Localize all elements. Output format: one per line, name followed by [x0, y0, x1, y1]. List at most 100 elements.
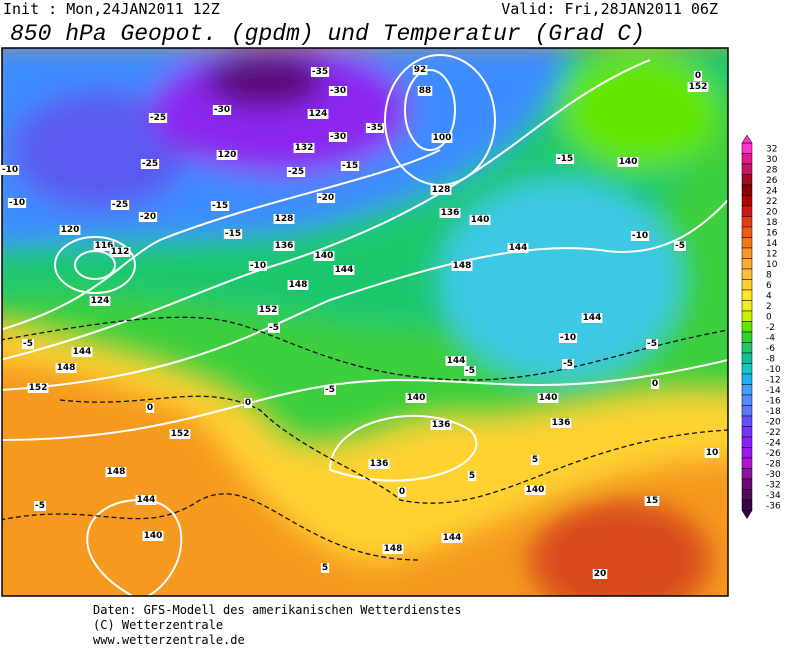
- contour-label-bg: [273, 241, 295, 251]
- contour-label: -25: [142, 159, 158, 169]
- colorbar-swatch: [741, 258, 753, 270]
- contour-label: -25: [112, 200, 128, 210]
- contour-label-bg: [550, 418, 572, 428]
- colorbar-label: 24: [766, 186, 778, 196]
- colorbar-swatch: [741, 247, 753, 259]
- contour-label: 148: [453, 261, 472, 271]
- contour-label: 120: [218, 150, 237, 160]
- contour-label: -25: [150, 113, 166, 123]
- colorbar-swatch: [741, 384, 753, 396]
- colorbar-label: -14: [766, 386, 781, 396]
- colorbar-swatch: [741, 489, 753, 501]
- colorbar-label: -16: [766, 396, 781, 406]
- colorbar-label: 4: [766, 291, 772, 301]
- colorbar-label: -30: [766, 470, 781, 480]
- colorbar-label: 16: [766, 228, 778, 238]
- contour-label-bg: [89, 296, 111, 306]
- contour-label-bg: [530, 455, 540, 465]
- contour-label-bg: [439, 208, 461, 218]
- contour-label-bg: [313, 251, 335, 261]
- contour-label: 140: [144, 531, 163, 541]
- colorbar-swatch: [741, 363, 753, 375]
- colorbar-label: -34: [766, 491, 781, 501]
- contour-label: -5: [269, 323, 279, 333]
- contour-label: -20: [318, 193, 334, 203]
- contour-label-bg: [105, 467, 127, 477]
- contour-label: 144: [447, 356, 466, 366]
- contour-label: -5: [23, 339, 33, 349]
- contour-label: -5: [675, 241, 685, 251]
- colorbar-label: 20: [766, 207, 778, 217]
- temperature-contours: [2, 316, 728, 561]
- contour-label-bg: [630, 231, 650, 241]
- contour-label: 124: [309, 109, 328, 119]
- contour-label-bg: [27, 383, 49, 393]
- contour-label-bg: [650, 379, 660, 389]
- colorbar-label: -22: [766, 428, 781, 438]
- contour-label: 140: [407, 393, 426, 403]
- colorbar-label: -8: [766, 354, 775, 364]
- contour-label: 152: [259, 305, 278, 315]
- contour-label: 140: [315, 251, 334, 261]
- colorbar-swatch: [741, 321, 753, 333]
- colorbar-label: -4: [766, 333, 775, 343]
- colorbar-swatch: [741, 279, 753, 291]
- colorbar-swatch: [741, 468, 753, 480]
- contour-label-bg: [464, 366, 476, 376]
- contour-label: -35: [367, 123, 383, 133]
- colorbar-arrow-top: [741, 134, 753, 144]
- contour-label: -25: [288, 167, 304, 177]
- colorbar-label: -12: [766, 375, 781, 385]
- contour-label-bg: [7, 198, 27, 208]
- contour-label-bg: [268, 323, 280, 333]
- contour-label-bg: [430, 185, 452, 195]
- contour-label: 132: [295, 143, 314, 153]
- contour-label-bg: [340, 161, 360, 171]
- contour-label: 5: [322, 563, 328, 573]
- colorbar-label: -24: [766, 438, 781, 448]
- contour-label-bg: [223, 229, 243, 239]
- colorbar-swatch: [741, 426, 753, 438]
- contour-label-bg: [687, 82, 709, 92]
- contour-label: 148: [57, 363, 76, 373]
- colorbar-swatch: [741, 205, 753, 217]
- contour-label: 140: [526, 485, 545, 495]
- contour-label-bg: [644, 496, 660, 506]
- colorbar-swatch: [741, 237, 753, 249]
- contour-label-bg: [537, 393, 559, 403]
- contour-label: -15: [342, 161, 358, 171]
- colorbar-swatch: [741, 289, 753, 301]
- contour-label: 92: [414, 65, 427, 75]
- contour-label-bg: [135, 495, 157, 505]
- contour-label: 148: [384, 544, 403, 554]
- colorbar-label: -20: [766, 417, 781, 427]
- colorbar-swatch: [741, 405, 753, 417]
- contour-label-bg: [558, 333, 578, 343]
- contour-label: -35: [312, 67, 328, 77]
- contour-label-bg: [55, 363, 77, 373]
- contour-label-bg: [140, 159, 160, 169]
- colorbar-label: 14: [766, 239, 778, 249]
- contour-label-bg: [469, 215, 491, 225]
- colorbar-swatch: [741, 478, 753, 490]
- colorbar-swatch: [741, 300, 753, 312]
- colorbar-label: 32: [766, 144, 777, 154]
- contour-label: 136: [552, 418, 571, 428]
- contour-label-bg: [382, 544, 404, 554]
- contour-label: 5: [469, 471, 475, 481]
- contour-label-bg: [441, 533, 463, 543]
- contour-label: 140: [471, 215, 490, 225]
- contour-label: 20: [594, 569, 607, 579]
- contour-label: 15: [646, 496, 659, 506]
- contour-label-bg: [59, 225, 81, 235]
- contour-label-bg: [693, 71, 703, 81]
- contour-label-bg: [316, 193, 336, 203]
- colorbar-label: 28: [766, 165, 778, 175]
- contour-label: -15: [557, 154, 573, 164]
- contour-label-bg: [145, 403, 155, 413]
- map-area: [2, 48, 728, 596]
- colorbar-label: -26: [766, 449, 781, 459]
- contour-label-bg: [431, 133, 453, 143]
- contour-label: 100: [433, 133, 452, 143]
